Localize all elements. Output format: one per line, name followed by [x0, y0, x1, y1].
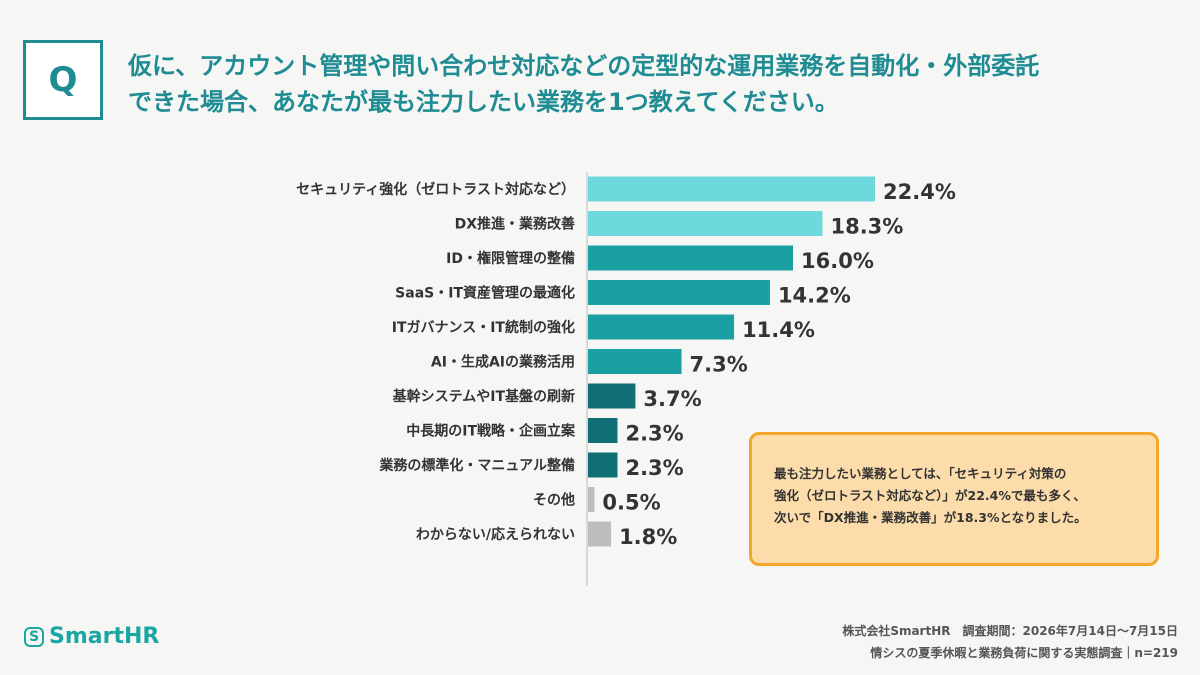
value-label: 0.5%: [602, 491, 660, 515]
category-label: セキュリティ強化（ゼロトラスト対応など）: [296, 181, 575, 198]
bar: [588, 211, 823, 236]
value-label: 22.4%: [883, 180, 956, 204]
category-label: ITガバナンス・IT統制の強化: [392, 319, 575, 336]
value-label: 14.2%: [778, 284, 851, 308]
bar: [588, 418, 618, 443]
category-label: 業務の標準化・マニュアル整備: [378, 457, 575, 474]
bar: [588, 349, 682, 374]
bar: [588, 280, 770, 305]
smarthr-logo: S SmartHR: [24, 624, 159, 649]
category-label: SaaS・IT資産管理の最適化: [395, 285, 575, 302]
bar: [588, 176, 875, 202]
category-label: DX推進・業務改善: [455, 216, 575, 233]
bar: [588, 314, 735, 340]
category-label: 中長期のIT戦略・企画立案: [406, 423, 576, 440]
category-label: AI・生成AIの業務活用: [431, 354, 575, 371]
smarthr-logo-text: SmartHR: [49, 624, 160, 649]
bar: [588, 383, 636, 409]
value-label: 2.3%: [625, 456, 683, 480]
footer-line-2: 情シスの夏季休暇と業務負荷に関する実態調査｜n=219: [870, 646, 1178, 660]
bar: [588, 452, 618, 478]
question-title: 仮に、アカウント管理や問い合わせ対応などの定型的な運用業務を自動化・外部委託 で…: [128, 48, 1178, 120]
footer-line-1: 株式会社SmartHR 調査期間：2026年7月14日～7月15日: [842, 624, 1178, 638]
value-label: 7.3%: [690, 353, 748, 377]
callout-line-1: 最も注力したい業務としては、「セキュリティ対策の: [774, 466, 1067, 481]
value-label: 11.4%: [742, 318, 815, 342]
question-badge: Q: [23, 40, 103, 120]
survey-footer: 株式会社SmartHR 調査期間：2026年7月14日～7月15日 情シスの夏季…: [842, 620, 1178, 664]
category-label: その他: [533, 492, 575, 509]
bar: [588, 245, 793, 271]
callout-line-3: 次いで「DX推進・業務改善」が18.3%となりました。: [774, 510, 1087, 525]
summary-callout: 最も注力したい業務としては、「セキュリティ対策の 強化（ゼロトラスト対応など）」…: [749, 432, 1159, 566]
category-label: わからない/応えられない: [416, 526, 575, 543]
callout-line-2: 強化（ゼロトラスト対応など）」が22.4%で最も多く、: [774, 488, 1086, 503]
value-label: 18.3%: [830, 215, 903, 239]
value-label: 16.0%: [801, 249, 874, 273]
value-label: 1.8%: [619, 525, 677, 549]
smarthr-logo-icon: S: [24, 626, 44, 647]
bar: [588, 487, 595, 512]
category-label: 基幹システムやIT基盤の刷新: [393, 388, 575, 405]
question-line-2: できた場合、あなたが最も注力したい業務を1つ教えてください。: [128, 88, 839, 116]
value-label: 3.7%: [643, 387, 701, 411]
bar: [588, 521, 612, 547]
category-label: ID・権限管理の整備: [446, 250, 575, 267]
question-line-1: 仮に、アカウント管理や問い合わせ対応などの定型的な運用業務を自動化・外部委託: [128, 52, 1040, 80]
value-label: 2.3%: [625, 422, 683, 446]
